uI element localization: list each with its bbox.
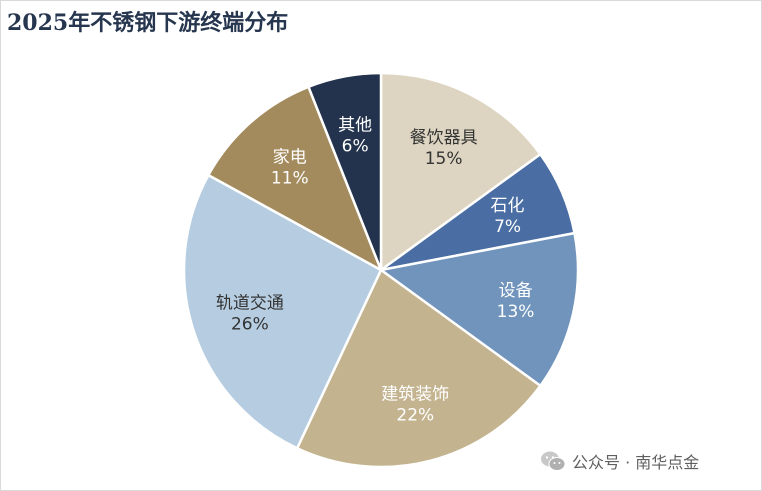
slice-label-4: 建筑装饰 (381, 385, 449, 405)
watermark-text: 公众号 · 南华点金 (572, 453, 700, 472)
pie-slice-6 (207, 85, 383, 272)
slice-value-7: 6% (342, 137, 369, 157)
pie-slice-3 (379, 231, 580, 388)
watermark: 公众号 · 南华点金 (540, 450, 699, 472)
slice-value-2: 7% (494, 217, 521, 237)
slice-label-1: 餐饮器具 (410, 128, 478, 148)
pie-slice-7 (307, 71, 383, 272)
chart-title: 2025年不锈钢下游终端分布 (7, 10, 289, 36)
slice-value-3: 13% (497, 302, 535, 322)
slice-label-5: 轨道交通 (216, 294, 284, 314)
slice-value-4: 22% (396, 406, 434, 426)
slice-label-2: 石化 (491, 196, 525, 216)
wechat-icon (541, 451, 566, 471)
slice-label-6: 家电 (273, 148, 307, 168)
slice-label-7: 其他 (338, 116, 372, 136)
slice-value-1: 15% (425, 149, 463, 169)
slice-label-3: 设备 (499, 281, 533, 301)
slice-value-6: 11% (271, 169, 309, 189)
pie-slice-1 (379, 71, 542, 272)
slice-value-5: 26% (231, 315, 269, 335)
